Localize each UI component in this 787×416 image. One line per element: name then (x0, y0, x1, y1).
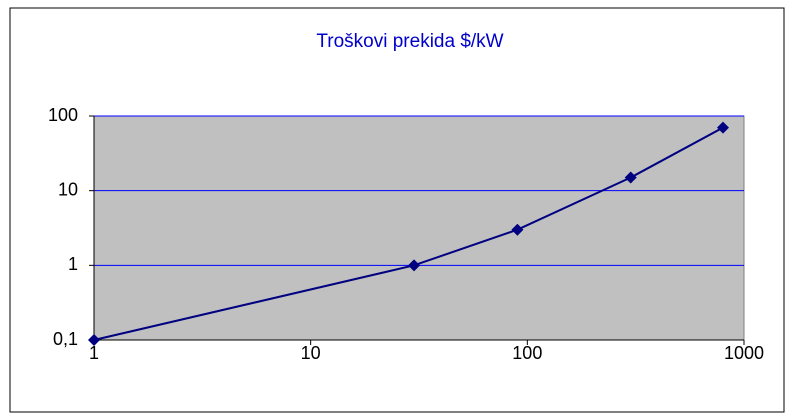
marker (717, 121, 730, 134)
y-tick-label: 100 (48, 105, 78, 125)
chart-title: Troškovi prekida $/kW (316, 31, 503, 52)
marker (408, 259, 421, 272)
x-tick-label: 1 (89, 343, 99, 363)
marker (624, 171, 637, 184)
y-tick-label: 10 (58, 179, 78, 199)
marker (88, 334, 100, 346)
plot-area (93, 115, 745, 341)
x-tick-label: 1000 (724, 343, 764, 363)
y-tick-label: 1 (68, 254, 78, 274)
x-tick-label: 100 (512, 343, 542, 363)
y-tick-label: 0,1 (53, 329, 78, 349)
marker (511, 223, 524, 236)
x-tick-label: 10 (301, 343, 321, 363)
